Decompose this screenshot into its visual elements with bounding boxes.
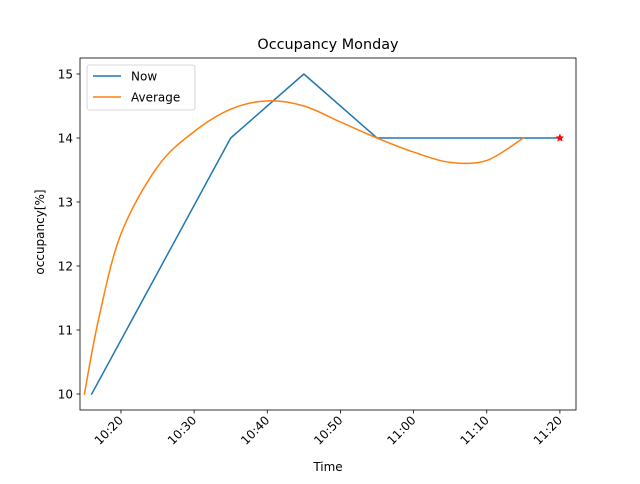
- star-marker-0: [555, 133, 565, 142]
- series-line-average: [83, 100, 525, 395]
- series-line-now: [90, 73, 561, 396]
- chart-title: Occupancy Monday: [257, 37, 399, 53]
- legend-label-now: Now: [131, 69, 157, 83]
- y-axis-label: occupancy[%]: [33, 189, 47, 274]
- axes-frame: [79, 57, 577, 411]
- y-tick-label-10: 10: [58, 387, 73, 401]
- y-tick-label-15: 15: [58, 67, 73, 81]
- y-tick-label-11: 11: [58, 323, 73, 337]
- legend-label-average: Average: [131, 90, 180, 104]
- legend: Now Average: [86, 64, 196, 111]
- y-tick-label-14: 14: [58, 131, 73, 145]
- x-axis-label: Time: [312, 460, 342, 474]
- y-tick-label-12: 12: [58, 259, 73, 273]
- y-tick-label-13: 13: [58, 195, 73, 209]
